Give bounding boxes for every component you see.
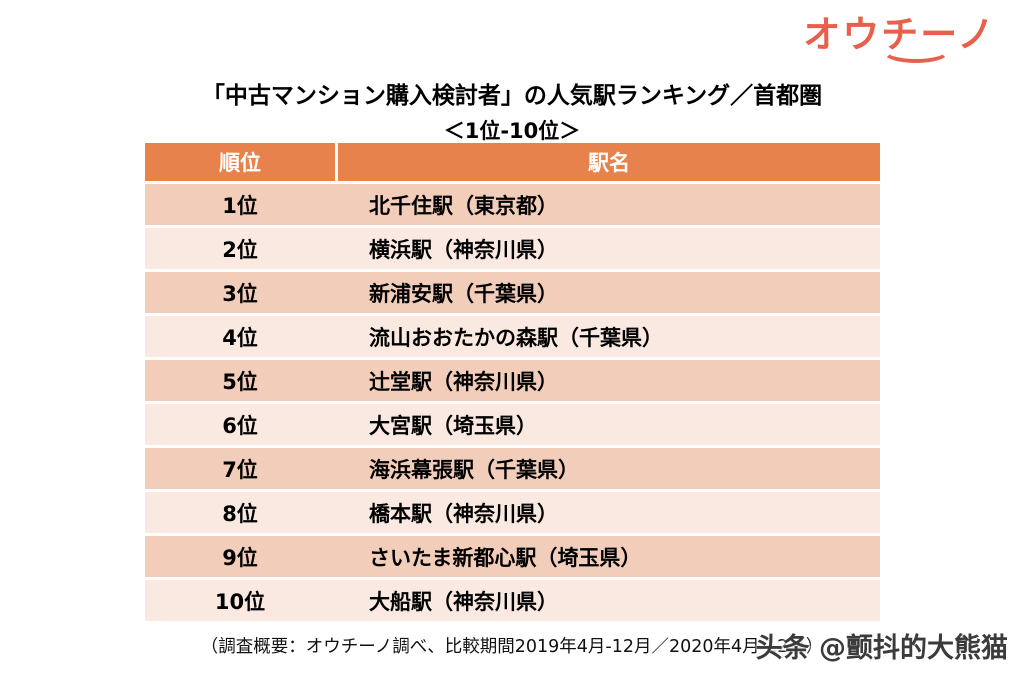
table-body: 1位 北千住駅（東京都） 2位 横浜駅（神奈川県） 3位 新浦安駅（千葉県） 4… (145, 184, 880, 621)
station-cell: 海浜幕張駅（千葉県） (369, 457, 579, 482)
station-cell: 辻堂駅（神奈川県） (369, 369, 558, 394)
table-row: 10位 大船駅（神奈川県） (145, 580, 880, 621)
rank-cell: 7位 (222, 457, 258, 482)
station-cell: 新浦安駅（千葉県） (369, 281, 558, 306)
station-cell: 横浜駅（神奈川県） (369, 237, 558, 262)
table-row: 4位 流山おおたかの森駅（千葉県） (145, 316, 880, 357)
title-sub: ＜1位-10位＞ (443, 119, 581, 143)
table-row: 1位 北千住駅（東京都） (145, 184, 880, 225)
header-rank: 順位 (145, 143, 335, 181)
title-main: 「中古マンション購入検討者」の人気駅ランキング／首都圏 (201, 83, 823, 109)
logo-swoosh-icon (881, 37, 952, 63)
station-cell: さいたま新都心駅（埼玉県） (369, 545, 642, 570)
rank-cell: 8位 (222, 501, 258, 526)
rank-cell: 6位 (222, 413, 258, 438)
rank-cell: 4位 (222, 325, 258, 350)
table-header-row: 順位 駅名 (145, 143, 880, 181)
rank-cell: 5位 (222, 369, 258, 394)
rank-cell: 10位 (214, 589, 266, 614)
table-row: 5位 辻堂駅（神奈川県） (145, 360, 880, 401)
table-row: 9位 さいたま新都心駅（埼玉県） (145, 536, 880, 577)
rank-cell: 2位 (222, 237, 258, 262)
rank-cell: 1位 (222, 193, 258, 218)
table-row: 2位 横浜駅（神奈川県） (145, 228, 880, 269)
table-row: 3位 新浦安駅（千葉県） (145, 272, 880, 313)
ouchino-logo: オウチーノ (803, 16, 996, 63)
table-row: 7位 海浜幕張駅（千葉県） (145, 448, 880, 489)
header-station: 駅名 (338, 143, 880, 181)
survey-note: （調査概要：オウチーノ調べ、比較期間2019年4月-12月／2020年4月-12… (200, 637, 824, 657)
ranking-table: 順位 駅名 1位 北千住駅（東京都） 2位 横浜駅（神奈川県） 3位 新浦安駅（… (145, 143, 880, 621)
station-cell: 大船駅（神奈川県） (369, 589, 558, 614)
station-cell: 大宮駅（埼玉県） (369, 413, 537, 438)
table-row: 8位 橋本駅（神奈川県） (145, 492, 880, 533)
station-cell: 流山おおたかの森駅（千葉県） (369, 325, 663, 350)
toutiao-watermark: 头条 @颤抖的大熊猫 (755, 633, 1008, 664)
table-row: 6位 大宮駅（埼玉県） (145, 404, 880, 445)
rank-cell: 9位 (222, 545, 258, 570)
rank-cell: 3位 (222, 281, 258, 306)
station-cell: 橋本駅（神奈川県） (369, 501, 558, 526)
station-cell: 北千住駅（東京都） (369, 193, 558, 218)
page-title: 「中古マンション購入検討者」の人気駅ランキング／首都圏 ＜1位-10位＞ (0, 76, 1024, 145)
